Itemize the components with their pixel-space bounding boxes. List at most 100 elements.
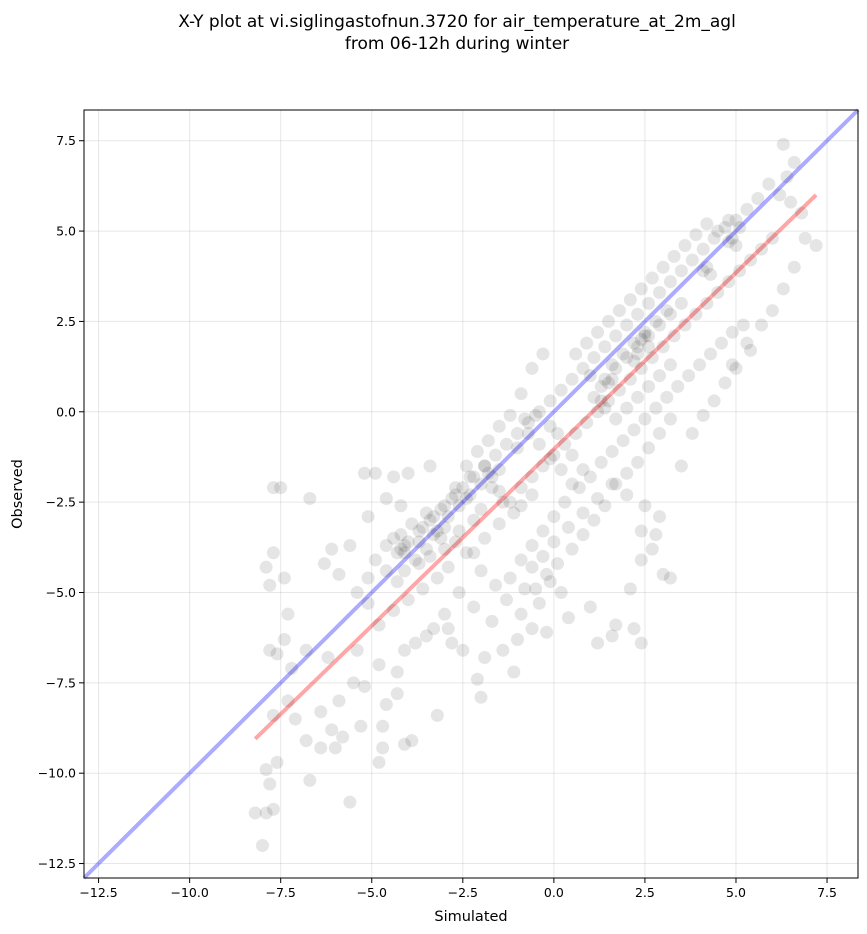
data-point-14	[376, 719, 390, 733]
data-point-70	[394, 528, 408, 542]
data-point-271	[660, 304, 674, 318]
data-point-161	[714, 336, 728, 350]
data-point-80	[416, 582, 430, 596]
data-point-153	[627, 423, 641, 437]
data-point-69	[405, 517, 419, 531]
x-axis-ticks: −12.5 −10.0 −7.5 −5.0 −2.5 0.0 2.5 5.0 7.5	[79, 878, 837, 900]
data-point-314	[591, 325, 605, 339]
data-point-182	[627, 622, 641, 636]
data-point-357	[427, 510, 441, 524]
data-point-103	[507, 506, 521, 520]
data-point-190	[718, 376, 732, 390]
data-point-327	[733, 220, 747, 234]
data-point-276	[642, 329, 656, 343]
data-point-66	[379, 492, 393, 506]
data-point-286	[652, 369, 666, 383]
data-point-309	[551, 426, 565, 440]
data-point-180	[591, 636, 605, 650]
data-point-30	[507, 665, 521, 679]
x-tick-label-1: −10.0	[170, 885, 208, 900]
data-point-255	[765, 231, 779, 245]
data-point-137	[525, 560, 539, 574]
data-point-108	[489, 578, 503, 592]
data-point-278	[663, 307, 677, 321]
data-point-92	[438, 542, 452, 556]
data-point-354	[398, 564, 412, 578]
data-point-215	[652, 286, 666, 300]
y-tick-label-5: 0.0	[56, 404, 76, 419]
data-point-142	[503, 571, 517, 585]
data-point-131	[605, 477, 619, 491]
data-point-3	[255, 838, 269, 852]
data-point-62	[368, 466, 382, 480]
data-point-112	[510, 632, 524, 646]
data-point-176	[551, 557, 565, 571]
scatter-points	[248, 137, 823, 852]
data-point-189	[707, 394, 721, 408]
data-point-77	[459, 546, 473, 560]
data-point-106	[467, 546, 481, 560]
data-point-107	[474, 564, 488, 578]
data-point-326	[722, 213, 736, 227]
data-point-97	[449, 481, 463, 495]
data-point-247	[678, 318, 692, 332]
data-point-171	[609, 477, 623, 491]
data-point-117	[438, 607, 452, 621]
data-point-221	[587, 351, 601, 365]
data-point-145	[536, 524, 550, 538]
data-point-339	[543, 452, 557, 466]
data-point-37	[390, 665, 404, 679]
data-point-228	[510, 426, 524, 440]
data-point-252	[733, 264, 747, 278]
y-tick-label-8: 7.5	[56, 133, 76, 148]
data-point-262	[525, 470, 539, 484]
x-tick-label-8: 7.5	[817, 885, 837, 900]
data-point-139	[554, 585, 568, 599]
data-point-233	[456, 481, 470, 495]
data-point-174	[576, 528, 590, 542]
data-point-13	[405, 734, 419, 748]
data-point-224	[554, 383, 568, 397]
data-point-291	[722, 235, 736, 249]
data-point-359	[449, 488, 463, 502]
data-point-227	[521, 416, 535, 430]
data-point-71	[379, 539, 393, 553]
data-point-230	[489, 448, 503, 462]
plot-frame	[83, 109, 859, 879]
data-point-140	[532, 596, 546, 610]
x-tick-label-5: 0.0	[544, 885, 564, 900]
data-point-172	[598, 499, 612, 513]
x-axis-label: Simulated	[434, 909, 507, 925]
data-point-25	[379, 698, 393, 712]
data-point-54	[274, 481, 288, 495]
data-point-338	[532, 437, 546, 451]
data-point-193	[754, 318, 768, 332]
data-point-43	[299, 643, 313, 657]
data-point-36	[398, 643, 412, 657]
data-point-58	[332, 567, 346, 581]
data-point-141	[518, 582, 532, 596]
data-point-177	[540, 567, 554, 581]
data-point-100	[492, 463, 506, 477]
data-point-254	[754, 242, 768, 256]
data-point-125	[634, 553, 648, 567]
data-point-29	[470, 672, 484, 686]
data-point-147	[558, 495, 572, 509]
data-point-0	[248, 806, 262, 820]
data-point-19	[354, 719, 368, 733]
data-point-350	[514, 499, 528, 513]
data-point-184	[663, 571, 677, 585]
data-point-101	[485, 481, 499, 495]
data-point-197	[798, 231, 812, 245]
data-point-168	[642, 441, 656, 455]
data-point-203	[787, 155, 801, 169]
data-point-104	[492, 517, 506, 531]
data-point-87	[368, 553, 382, 567]
data-point-169	[631, 455, 645, 469]
data-point-8	[303, 773, 317, 787]
data-point-356	[416, 520, 430, 534]
data-point-136	[536, 549, 550, 563]
data-point-244	[645, 351, 659, 365]
x-tick-label-4: −2.5	[448, 885, 478, 900]
data-point-204	[776, 137, 790, 151]
